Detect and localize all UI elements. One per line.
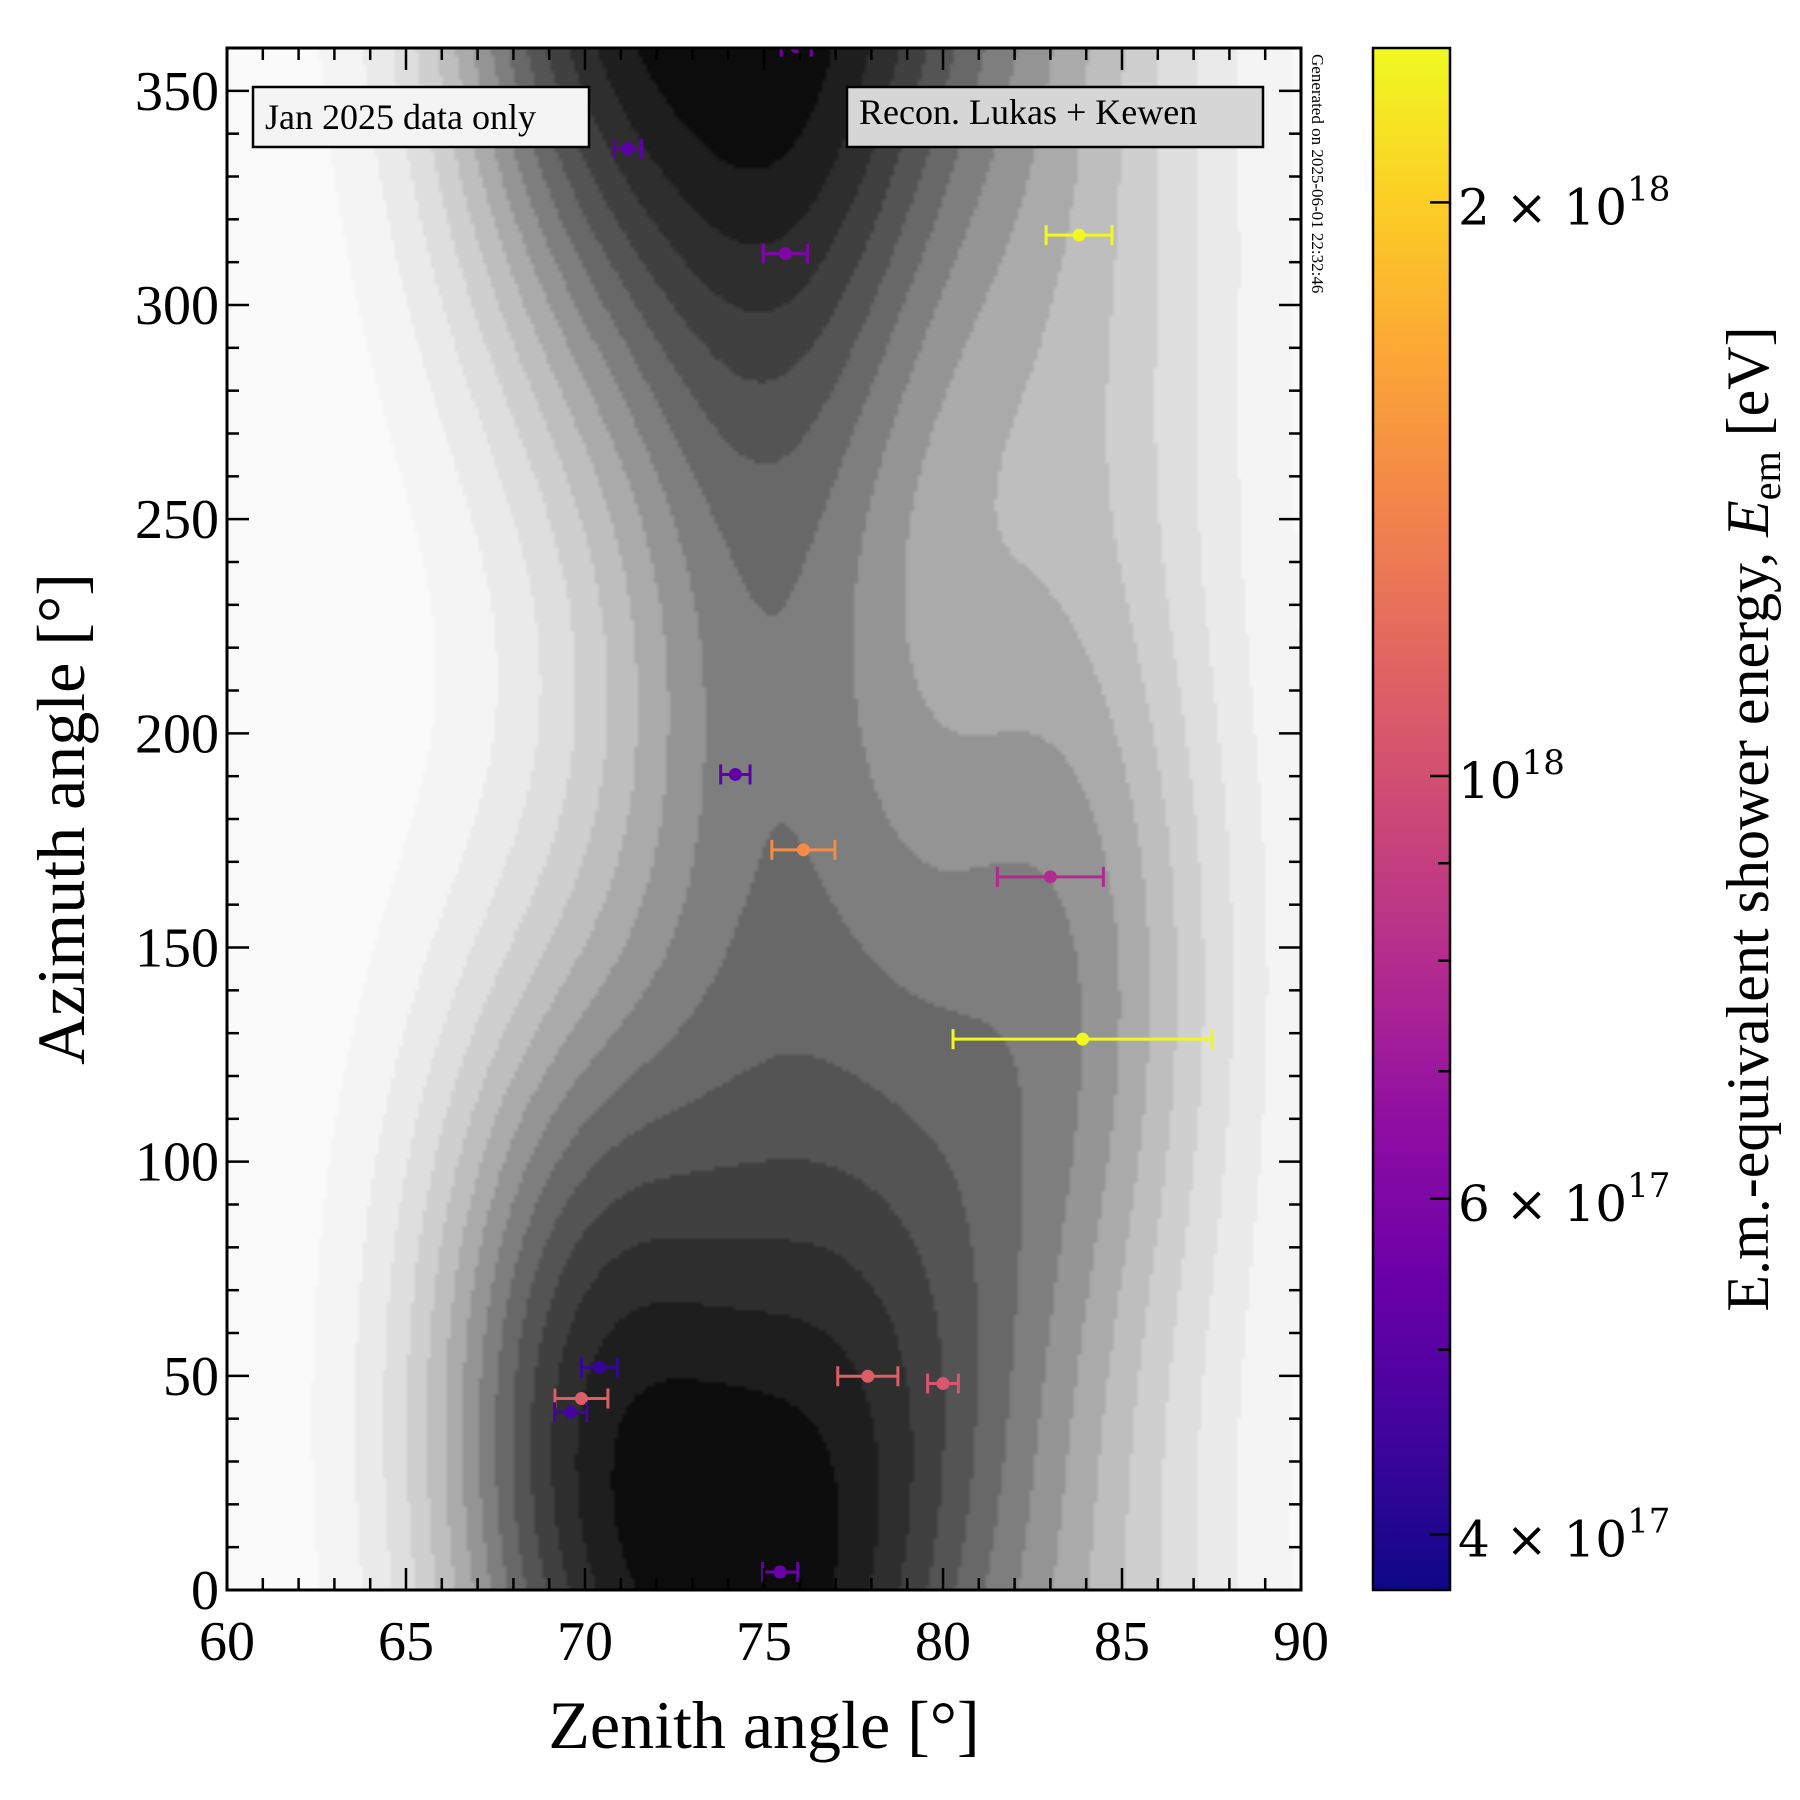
- point-marker: [1043, 870, 1057, 884]
- point-marker: [564, 1405, 578, 1419]
- point-marker: [936, 1377, 950, 1391]
- colorbar-tick-exponent: 18: [1522, 743, 1565, 783]
- colorbar-tick-label: 2 × 1018: [1458, 169, 1670, 236]
- point-marker: [861, 1369, 875, 1383]
- y-tick-label: 200: [135, 703, 219, 765]
- data-point: [553, 1402, 589, 1423]
- colorbar-tick-mantissa: 4 × 10: [1458, 1510, 1627, 1568]
- x-tick-label: 70: [557, 1611, 613, 1673]
- data-point: [836, 1366, 900, 1387]
- point-marker: [728, 767, 742, 781]
- density-contours: [227, 48, 1301, 1590]
- colorbar-tick-mantissa: 2 × 10: [1458, 178, 1627, 236]
- colorbar-title-unit: [eV]: [1715, 326, 1781, 451]
- colorbar-tick-label: 1018: [1458, 743, 1565, 810]
- data-point: [995, 866, 1105, 887]
- y-axis-title: Azimuth angle [°]: [23, 573, 99, 1065]
- data-points: [553, 48, 1214, 1583]
- point-marker: [773, 1565, 787, 1579]
- data-point: [719, 764, 752, 785]
- x-tick-label: 75: [736, 1611, 792, 1673]
- x-tick-label: 60: [199, 1611, 255, 1673]
- point-marker: [796, 843, 810, 857]
- data-point: [612, 138, 644, 159]
- data-point: [761, 243, 810, 264]
- y-tick-label: 250: [135, 489, 219, 551]
- colorbar-tick-mantissa: 10: [1458, 752, 1522, 810]
- y-tick-label: 0: [191, 1560, 219, 1622]
- axis-tick-labels: 60 65 70 75 80 85 90 0 50 100 150 200 250 300 350: [135, 61, 1329, 1673]
- y-tick-label: 300: [135, 275, 219, 337]
- point-marker: [621, 142, 635, 156]
- x-tick-label: 80: [915, 1611, 971, 1673]
- point-marker: [778, 247, 792, 261]
- axis-ticks: [225, 46, 1303, 1592]
- colorbar-tick-exponent: 17: [1627, 1166, 1670, 1206]
- data-point: [951, 1029, 1214, 1050]
- colorbar-title-symbol: E: [1715, 500, 1781, 538]
- point-marker: [574, 1392, 588, 1406]
- svg-text:E.m.-equivalent shower energy,: E.m.-equivalent shower energy, Eem [eV]: [1715, 326, 1789, 1311]
- x-tick-label: 85: [1094, 1611, 1150, 1673]
- colorbar-tick-label: 4 × 1017: [1458, 1501, 1670, 1568]
- data-point: [579, 1357, 619, 1378]
- y-tick-label: 350: [135, 61, 219, 123]
- y-tick-label: 50: [163, 1346, 219, 1408]
- x-axis-title: Zenith angle [°]: [548, 1687, 979, 1763]
- y-tick-label: 100: [135, 1132, 219, 1194]
- y-tick-label: 150: [135, 918, 219, 980]
- x-tick-label: 90: [1273, 1611, 1329, 1673]
- x-tick-label: 65: [378, 1611, 434, 1673]
- colorbar-title-prefix: E.m.-equivalent shower energy,: [1715, 537, 1781, 1312]
- point-marker: [1076, 1032, 1090, 1046]
- colorbar-tick-exponent: 17: [1627, 1501, 1670, 1541]
- colorbar: [1371, 46, 1452, 1592]
- generated-timestamp: Generated on 2025-06-01 22:32:46: [1308, 54, 1327, 293]
- data-point: [926, 1373, 960, 1394]
- data-point: [770, 839, 837, 860]
- annotation-left-text: Jan 2025 data only: [265, 97, 536, 137]
- colorbar-title: E.m.-equivalent shower energy, Eem [eV]: [1715, 326, 1789, 1311]
- colorbar-tick-label: 6 × 1017: [1458, 1166, 1670, 1233]
- data-point: [1044, 225, 1114, 246]
- annotation-right-box: Recon. Lukas + Kewen: [845, 85, 1265, 149]
- colorbar-tick-mantissa: 6 × 10: [1458, 1175, 1627, 1233]
- data-point: [761, 1562, 800, 1583]
- point-marker: [1072, 228, 1086, 242]
- colorbar-tick-exponent: 18: [1627, 169, 1670, 209]
- annotation-right-text: Recon. Lukas + Kewen: [859, 92, 1197, 132]
- colorbar-title-subscript: em: [1744, 451, 1789, 500]
- point-marker: [592, 1360, 606, 1374]
- annotation-left-box: Jan 2025 data only: [251, 85, 591, 149]
